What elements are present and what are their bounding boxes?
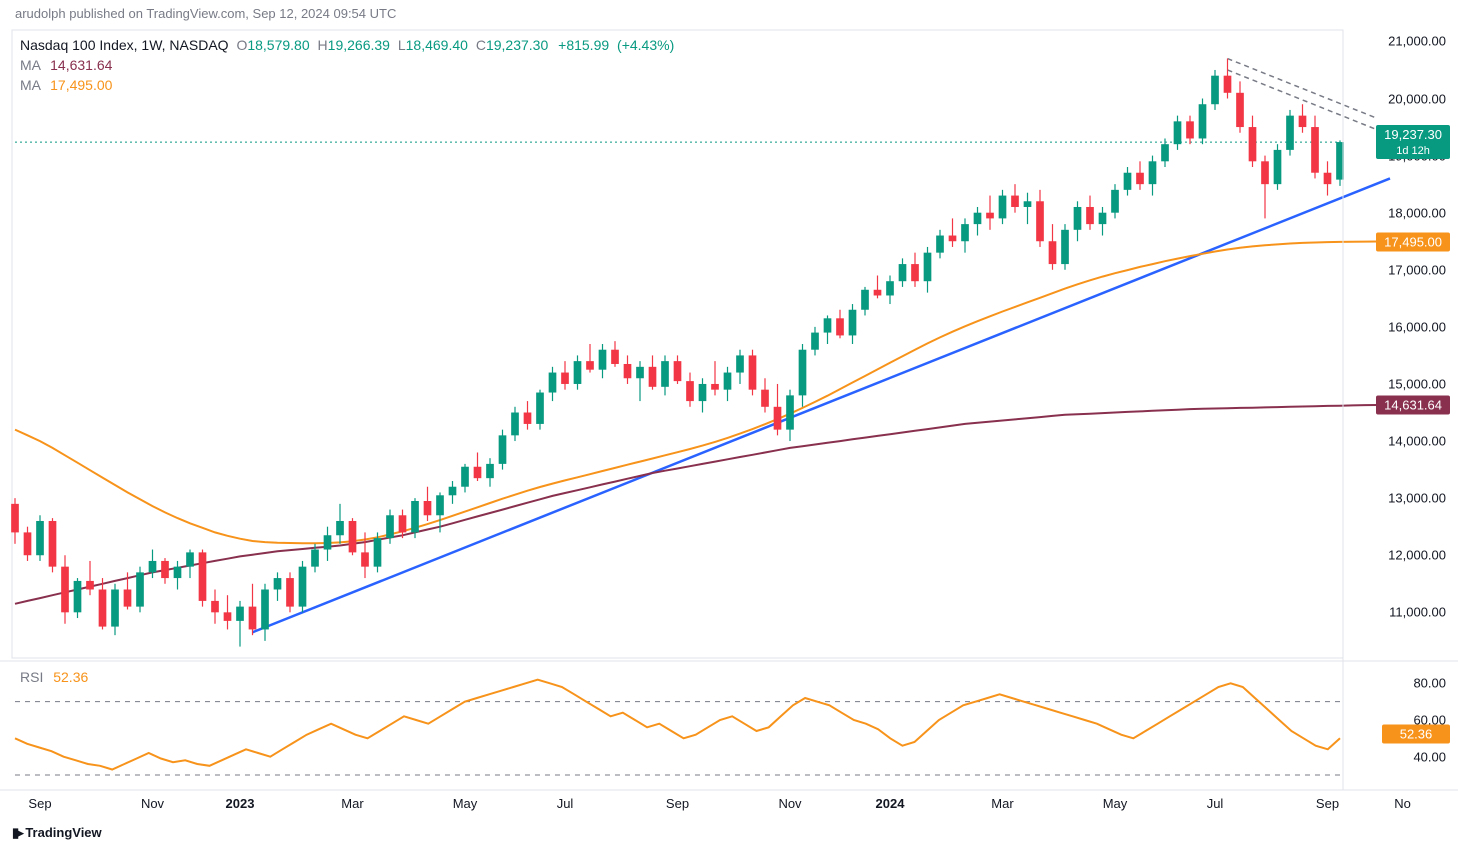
price-y-tick: 16,000.00 bbox=[1388, 319, 1446, 334]
tv-icon: ▮▸ bbox=[12, 825, 22, 840]
price-axis-label: 14,631.64 bbox=[1376, 396, 1450, 415]
price-y-tick: 15,000.00 bbox=[1388, 376, 1446, 391]
time-x-tick: Sep bbox=[666, 796, 689, 811]
time-x-tick: Mar bbox=[341, 796, 363, 811]
time-x-tick: May bbox=[453, 796, 478, 811]
price-axis-label: 52.36 bbox=[1382, 725, 1450, 744]
price-y-tick: 21,000.00 bbox=[1388, 34, 1446, 49]
time-x-tick: Jul bbox=[557, 796, 574, 811]
price-y-tick: 18,000.00 bbox=[1388, 205, 1446, 220]
time-x-tick: Jul bbox=[1207, 796, 1224, 811]
price-y-tick: 20,000.00 bbox=[1388, 91, 1446, 106]
price-y-tick: 11,000.00 bbox=[1389, 605, 1446, 620]
time-x-tick: Nov bbox=[778, 796, 801, 811]
time-x-tick: 2023 bbox=[226, 796, 255, 811]
time-x-tick: Nov bbox=[141, 796, 164, 811]
time-x-tick: May bbox=[1103, 796, 1128, 811]
tv-logo-text: TradingView bbox=[25, 825, 101, 840]
time-x-tick: Sep bbox=[1316, 796, 1339, 811]
time-x-tick: Mar bbox=[991, 796, 1013, 811]
tradingview-logo: ▮▸ TradingView bbox=[12, 825, 102, 841]
price-axis-label: 17,495.00 bbox=[1376, 232, 1450, 251]
rsi-chart[interactable] bbox=[0, 0, 1458, 849]
price-y-tick: 12,000.00 bbox=[1388, 548, 1446, 563]
price-y-tick: 17,000.00 bbox=[1388, 262, 1446, 277]
time-x-tick: Sep bbox=[28, 796, 51, 811]
rsi-y-tick: 40.00 bbox=[1413, 749, 1446, 764]
time-x-tick: No bbox=[1394, 796, 1411, 811]
price-y-tick: 13,000.00 bbox=[1388, 491, 1446, 506]
rsi-y-tick: 80.00 bbox=[1413, 676, 1446, 691]
price-axis-label: 19,237.301d 12h bbox=[1376, 125, 1450, 159]
price-y-tick: 14,000.00 bbox=[1388, 434, 1446, 449]
time-x-tick: 2024 bbox=[876, 796, 905, 811]
